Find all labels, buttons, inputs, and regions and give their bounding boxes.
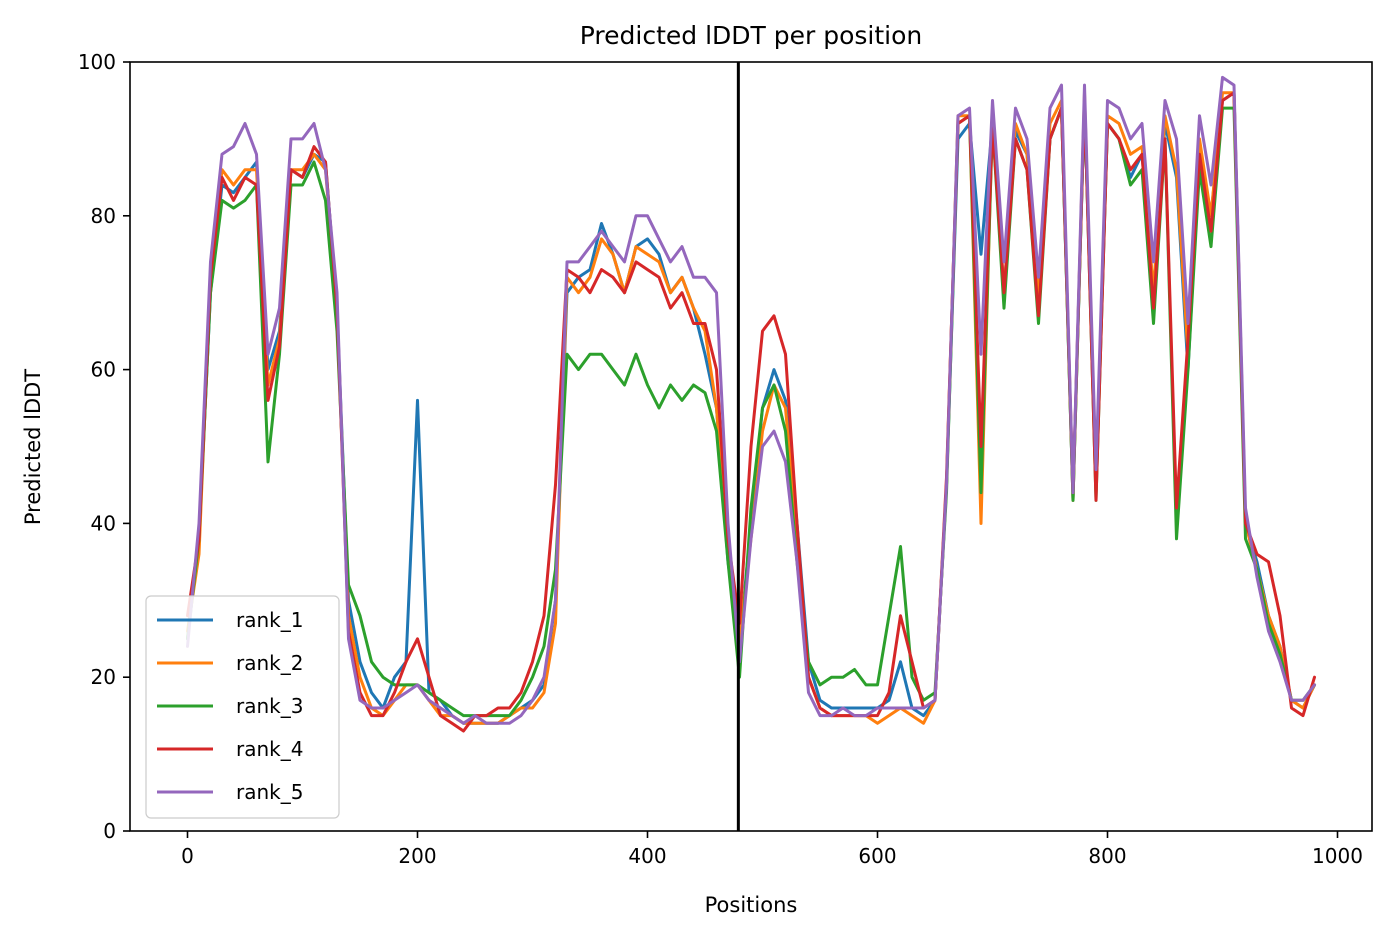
- y-tick-label: 80: [91, 204, 116, 228]
- x-tick-label: 600: [858, 844, 896, 868]
- x-tick-label: 800: [1088, 844, 1126, 868]
- y-tick-label: 100: [78, 50, 116, 74]
- x-tick-label: 1000: [1312, 844, 1363, 868]
- x-tick-label: 200: [398, 844, 436, 868]
- series-lines: [186, 75, 1316, 733]
- y-tick-label: 20: [91, 665, 116, 689]
- x-axis-title: Positions: [705, 893, 798, 917]
- legend-label: rank_2: [236, 651, 303, 675]
- y-tick-label: 40: [91, 511, 116, 535]
- x-tick-label: 0: [181, 844, 194, 868]
- legend-label: rank_4: [236, 737, 303, 761]
- plot-frame: [129, 61, 1373, 832]
- legend-label: rank_3: [236, 694, 303, 718]
- chart-title: Predicted lDDT per position: [580, 21, 922, 50]
- axes: 0 200 400 600 800 1000 0 20 40 60 80 100: [78, 50, 1363, 868]
- y-tick-label: 0: [103, 819, 116, 843]
- legend: rank_1 rank_2 rank_3 rank_4 rank_5: [145, 595, 340, 819]
- legend-label: rank_5: [236, 780, 303, 804]
- series-line-rank-5: [186, 75, 1316, 725]
- legend-box: [145, 595, 340, 819]
- y-axis-title: Predicted lDDT: [21, 369, 45, 525]
- series-line-rank-4: [186, 91, 1316, 733]
- y-tick-label: 60: [91, 358, 116, 382]
- legend-label: rank_1: [236, 608, 303, 632]
- series-line-rank-3: [186, 99, 1316, 718]
- x-tick-label: 400: [628, 844, 666, 868]
